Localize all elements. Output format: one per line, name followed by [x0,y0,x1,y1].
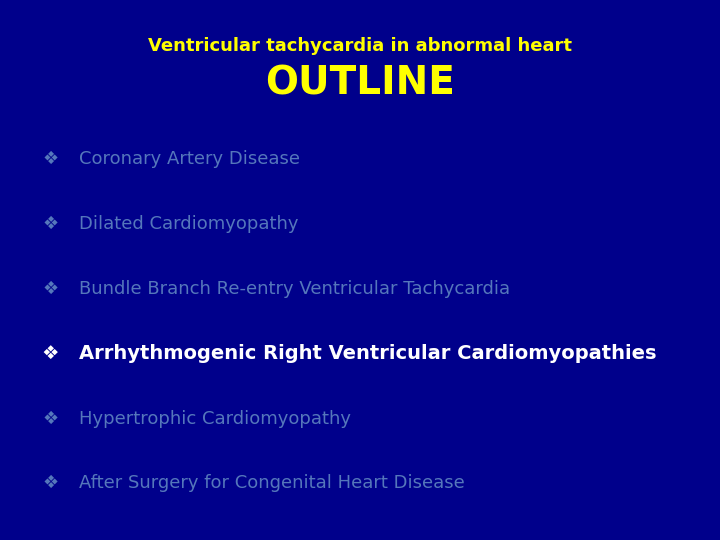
Text: Coronary Artery Disease: Coronary Artery Disease [79,150,300,168]
Text: After Surgery for Congenital Heart Disease: After Surgery for Congenital Heart Disea… [79,474,465,492]
Text: ❖: ❖ [42,150,58,168]
Text: Dilated Cardiomyopathy: Dilated Cardiomyopathy [79,215,299,233]
Text: Ventricular tachycardia in abnormal heart: Ventricular tachycardia in abnormal hear… [148,37,572,55]
Text: Hypertrophic Cardiomyopathy: Hypertrophic Cardiomyopathy [79,409,351,428]
Text: OUTLINE: OUTLINE [265,65,455,103]
Text: ❖: ❖ [42,409,58,428]
Text: ❖: ❖ [42,215,58,233]
Text: ❖: ❖ [42,474,58,492]
Text: ❖: ❖ [42,280,58,298]
Text: Bundle Branch Re-entry Ventricular Tachycardia: Bundle Branch Re-entry Ventricular Tachy… [79,280,510,298]
Text: Arrhythmogenic Right Ventricular Cardiomyopathies: Arrhythmogenic Right Ventricular Cardiom… [79,344,657,363]
Text: ❖: ❖ [42,344,59,363]
